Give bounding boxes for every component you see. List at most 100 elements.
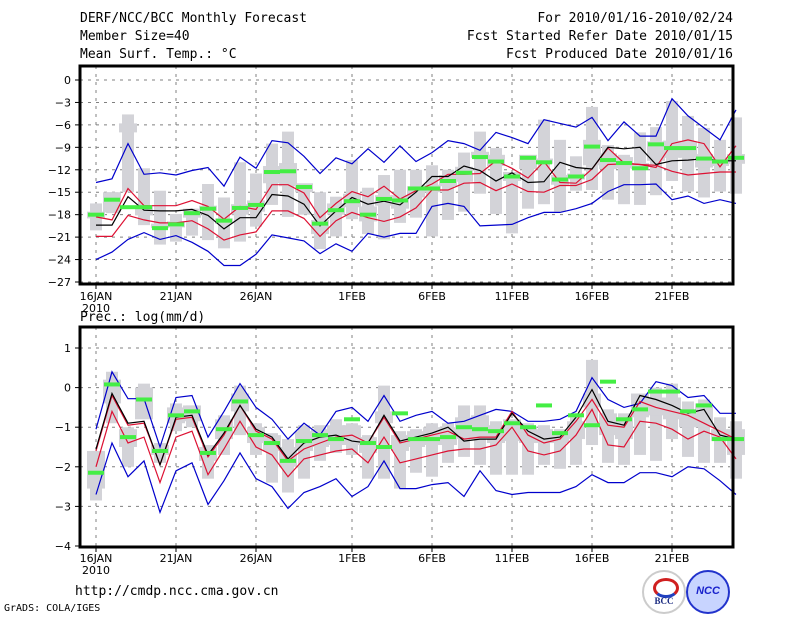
ensemble-interquartile-box xyxy=(263,166,281,184)
observed-marker xyxy=(168,413,184,418)
ensemble-range-bar xyxy=(202,183,214,241)
observed-marker xyxy=(264,170,280,175)
ensemble-range-bar xyxy=(234,162,246,242)
observed-marker xyxy=(648,389,664,394)
x-tick-label: 26JAN xyxy=(240,552,273,565)
ensemble-range-bar xyxy=(154,190,166,245)
observed-marker xyxy=(712,159,728,164)
x-tick-label: 16FEB xyxy=(575,290,610,303)
forecast-produced-date: Fcst Produced Date 2010/01/16 xyxy=(506,47,733,62)
observed-marker xyxy=(216,218,232,223)
chart-title: DERF/NCC/BCC Monthly Forecast xyxy=(80,11,307,26)
ensemble-interquartile-box xyxy=(647,397,665,416)
plot-frame xyxy=(78,325,735,549)
observed-marker xyxy=(648,142,664,147)
observed-marker xyxy=(632,166,648,171)
ensemble-range-bar xyxy=(506,177,518,234)
observed-marker xyxy=(472,427,488,432)
observed-marker xyxy=(184,409,200,414)
y-tick-label: −18 xyxy=(48,209,71,222)
ensemble-interquartile-box xyxy=(471,151,489,158)
forecast-period: For 2010/01/16-2010/02/24 xyxy=(537,11,733,26)
observed-marker xyxy=(584,144,600,149)
ensemble-interquartile-box xyxy=(87,450,105,489)
observed-marker xyxy=(616,161,632,166)
ensemble-interquartile-box xyxy=(135,387,153,420)
y-tick-label: 0 xyxy=(64,382,71,395)
observed-marker xyxy=(328,437,344,442)
observed-marker xyxy=(552,177,568,182)
ensemble-interquartile-box xyxy=(615,417,633,440)
ensemble-range-bar xyxy=(458,152,470,212)
x-tick-label: 16JAN xyxy=(80,290,113,303)
bcc-logo-text: BCC xyxy=(654,596,674,606)
observed-marker xyxy=(392,411,408,416)
source-url[interactable]: http://cmdp.ncc.cma.gov.cn xyxy=(75,584,279,599)
observed-marker xyxy=(488,429,504,434)
y-tick-label: −3 xyxy=(55,96,71,109)
bcc-logo: BCC xyxy=(642,570,686,614)
observed-marker xyxy=(568,413,584,418)
observed-marker xyxy=(184,211,200,216)
observed-marker xyxy=(408,186,424,191)
observed-marker xyxy=(376,196,392,201)
observed-marker xyxy=(232,399,248,404)
x-tick-year-label: 2010 xyxy=(82,302,110,315)
y-tick-label: −3 xyxy=(55,500,71,513)
x-tick-label: 16FEB xyxy=(575,552,610,565)
observed-marker xyxy=(120,205,136,210)
ensemble-range-bar xyxy=(138,168,150,226)
x-tick-label: 11FEB xyxy=(495,290,530,303)
forecast-start-date: Fcst Started Refer Date 2010/01/15 xyxy=(466,29,733,44)
observed-marker xyxy=(552,431,568,436)
observed-marker xyxy=(88,212,104,217)
observed-marker xyxy=(680,409,696,414)
observed-marker xyxy=(152,448,168,453)
observed-marker xyxy=(728,437,744,442)
observed-marker xyxy=(104,197,120,202)
observed-marker xyxy=(312,221,328,226)
x-tick-label: 1FEB xyxy=(338,290,366,303)
observed-marker xyxy=(104,382,120,387)
observed-marker xyxy=(440,435,456,440)
observed-marker xyxy=(536,403,552,408)
observed-marker xyxy=(360,441,376,446)
observed-marker xyxy=(680,146,696,151)
observed-marker xyxy=(536,160,552,165)
observed-marker xyxy=(120,435,136,440)
observed-marker xyxy=(632,407,648,412)
ensemble-range-bar xyxy=(122,114,134,193)
ensemble-range-bar xyxy=(378,175,390,240)
observed-marker xyxy=(200,206,216,211)
x-tick-label: 16JAN xyxy=(80,552,113,565)
series-line-min xyxy=(95,441,737,515)
observed-marker xyxy=(424,437,440,442)
observed-marker xyxy=(360,212,376,217)
observed-marker xyxy=(152,226,168,231)
observed-marker xyxy=(248,433,264,438)
x-tick-label: 11FEB xyxy=(495,552,530,565)
observed-marker xyxy=(168,222,184,227)
precipitation-panel: 1 0 −1 −2 −3 −4 16JAN 21JAN 26JAN 1FEB 6FEB 11FEB 16… xyxy=(55,325,745,577)
observed-marker xyxy=(312,433,328,438)
ensemble-range-bar xyxy=(346,160,358,220)
observed-marker xyxy=(136,205,152,210)
observed-marker xyxy=(296,439,312,444)
bcc-logo-swirl-icon xyxy=(653,578,679,598)
x-tick-label: 6FEB xyxy=(418,290,446,303)
observed-marker xyxy=(456,425,472,430)
member-size: Member Size=40 xyxy=(80,29,190,44)
observed-marker xyxy=(472,155,488,160)
y-tick-label: 1 xyxy=(64,342,71,355)
observed-marker xyxy=(664,389,680,394)
x-tick-year-label: 2010 xyxy=(82,564,110,577)
observed-marker xyxy=(424,186,440,191)
series-line-max xyxy=(95,97,737,188)
ensemble-range-bar xyxy=(426,165,438,237)
y-tick-label: −2 xyxy=(55,461,71,474)
series-line-min xyxy=(95,183,737,267)
observed-marker xyxy=(376,445,392,449)
observed-marker xyxy=(408,437,424,442)
observed-marker xyxy=(488,159,504,164)
